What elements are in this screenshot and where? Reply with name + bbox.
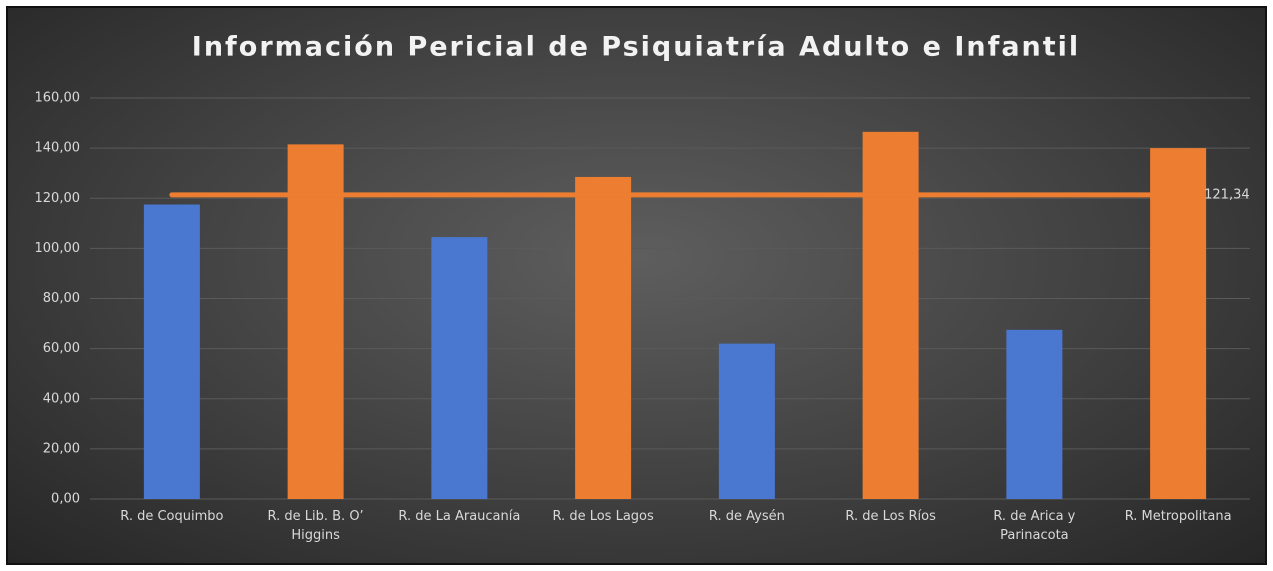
y-tick-label: 160,00	[35, 91, 81, 106]
y-tick-label: 0,00	[51, 492, 80, 507]
y-tick-label: 140,00	[35, 141, 81, 156]
bar	[862, 131, 919, 499]
bar	[1150, 148, 1207, 499]
bar	[718, 343, 775, 499]
chart: Información Pericial de Psiquiatría Adul…	[6, 6, 1267, 565]
x-tick-label: R. Metropolitana	[1124, 509, 1232, 524]
y-tick-label: 60,00	[43, 341, 80, 356]
y-tick-label: 40,00	[43, 391, 80, 406]
y-tick-label: 120,00	[35, 191, 81, 206]
bar	[431, 237, 488, 500]
average-label: 121,34	[1204, 187, 1250, 202]
y-tick-label: 80,00	[43, 291, 80, 306]
bar	[1006, 329, 1063, 499]
plot: Información Pericial de Psiquiatría Adul…	[35, 32, 1250, 507]
bar	[287, 144, 344, 499]
x-tick-label: R. de Lib. B. O’ Higgins	[267, 509, 364, 543]
x-tick-label: R. de Aysén	[708, 509, 785, 524]
x-tick-label: R. de La Araucanía	[398, 509, 521, 524]
bar	[575, 176, 632, 499]
x-tick-label: R. de Coquimbo	[120, 509, 224, 524]
chart-title: Información Pericial de Psiquiatría Adul…	[192, 32, 1080, 63]
x-tick-label: R. de Arica y Parinacota	[993, 509, 1076, 543]
y-tick-label: 100,00	[35, 241, 81, 256]
y-tick-label: 20,00	[43, 441, 80, 456]
x-tick-label: R. de Los Lagos	[552, 509, 654, 524]
bar	[143, 204, 200, 499]
x-tick-label: R. de Los Ríos	[845, 509, 936, 524]
